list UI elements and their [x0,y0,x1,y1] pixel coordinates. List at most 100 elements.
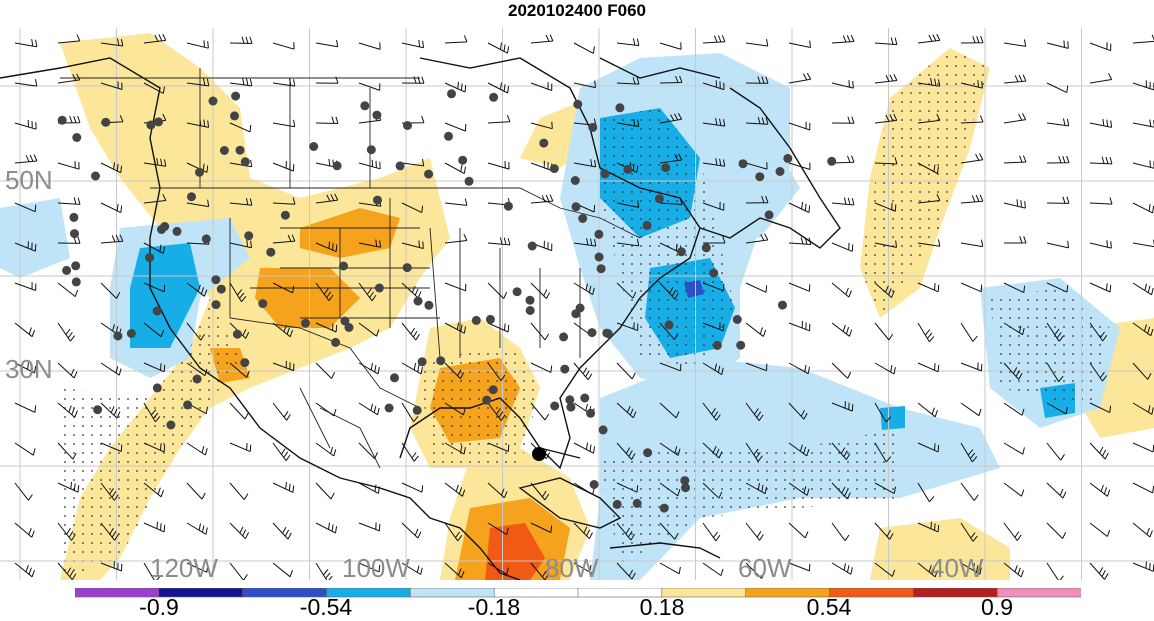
station-marker [72,133,82,142]
wind-barb [874,73,898,84]
wind-barb [702,35,726,44]
lon-label-80w: 80W [545,553,599,583]
wind-barb [358,322,380,337]
station-marker [152,383,162,393]
wind-barb [788,442,810,457]
wind-barb [229,442,252,453]
wind-barb [874,482,896,495]
wind-barb [444,482,466,497]
station-marker [57,115,67,125]
wind-barb [229,402,249,420]
station-marker [458,155,468,165]
wind-barb [874,37,898,46]
wind-barb [186,40,209,49]
wind-barb [616,362,636,380]
wind-barb [315,282,334,301]
wind-barb [874,157,898,165]
wind-barb [186,199,210,208]
wind-barb [100,38,124,47]
wind-barb [530,322,550,341]
wind-barb [702,482,723,499]
wind-barb [1132,322,1154,337]
wind-barb [1132,160,1154,169]
wind-barb [960,36,984,44]
wind-barb [14,119,37,130]
station-marker [615,103,625,113]
wind-barb [143,562,161,580]
wind-barb [1046,322,1064,342]
wind-barb [57,115,81,124]
wind-barb [917,193,941,204]
station-marker [471,315,481,325]
wind-barb [186,78,210,87]
wind-barb [315,193,339,204]
wind-barb [444,442,466,455]
wind-barb [14,442,36,456]
wind-barb [1132,282,1154,296]
station-marker [240,157,250,167]
wind-barb [745,442,763,462]
wind-barb [745,322,767,337]
wind-barb [100,402,121,419]
wind-barb [1003,522,1022,541]
station-marker [596,264,606,274]
negative-anomaly-core [130,243,200,348]
wind-barb [659,442,681,456]
wind-barb [573,80,596,89]
station-marker [570,176,580,185]
wind-barb [1046,442,1065,461]
wind-barb [444,282,467,292]
wind-barb [917,162,939,174]
wind-barb [401,402,419,423]
wind-barb [917,239,941,247]
wind-barb [788,121,811,131]
station-marker [344,323,354,332]
wind-barb [530,362,553,373]
station-marker [550,401,560,411]
graticule [0,28,1154,580]
stippling [600,428,900,568]
wind-barb [14,482,33,501]
station-marker [71,277,81,287]
wind-barb [1046,562,1064,580]
station-marker [775,167,785,176]
station-marker [738,159,748,169]
wind-barb [57,442,77,460]
station-marker [244,231,254,241]
wind-barb [573,159,597,168]
station-marker [154,117,163,127]
wind-barb [444,402,466,416]
station-marker [201,234,211,244]
wind-barb [444,81,467,93]
wind-barb [57,197,81,205]
wind-barb [1046,118,1070,127]
station-marker [230,111,239,121]
wind-barb [530,482,550,501]
wind-barb [1046,40,1069,49]
wind-barb [315,482,335,500]
wind-barb [315,402,337,417]
wind-barb [530,402,550,421]
wind-barb [14,154,38,164]
wind-barb [1046,402,1068,415]
wind-barb [186,118,210,128]
wind-barb [1003,236,1027,244]
station-marker [366,145,376,155]
station-marker [373,195,382,205]
wind-barb [745,162,768,170]
wind-barb [1003,155,1027,164]
wind-barb [487,322,510,333]
station-marker [339,261,348,271]
station-marker [587,328,597,338]
station-marker [661,163,671,173]
station-marker [464,176,474,186]
wind-barb [960,115,984,124]
wind-barb [358,42,381,50]
lon-label-120w: 120W [150,553,218,583]
wind-barb [14,79,38,87]
wind-barb [960,362,983,372]
wind-barb [573,42,595,54]
station-marker [594,229,604,239]
station-marker [482,395,492,405]
wind-barb [659,482,681,497]
